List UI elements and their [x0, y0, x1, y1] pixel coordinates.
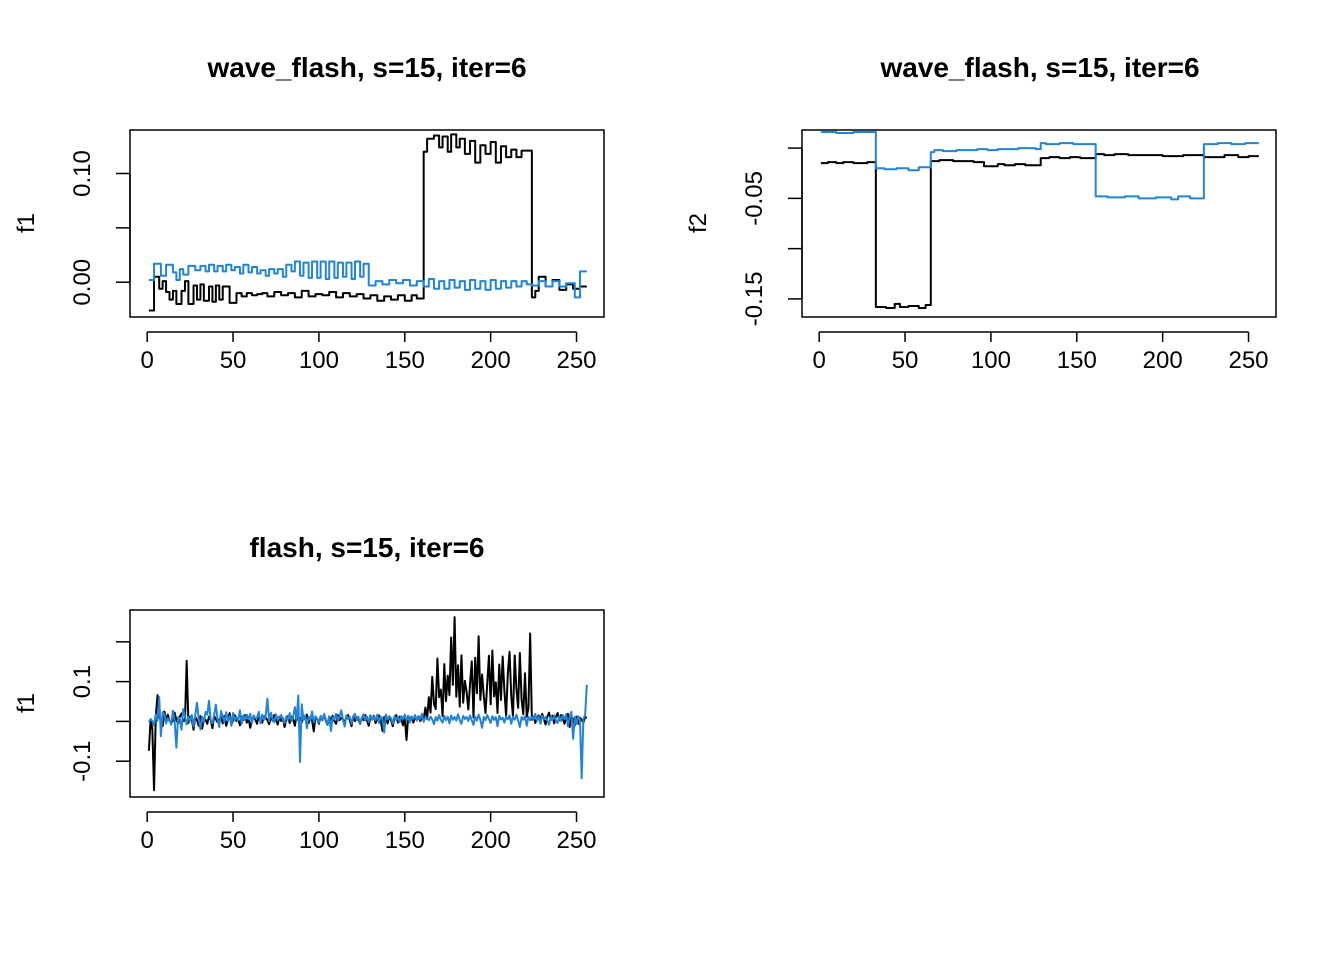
panel-3-plot-frame — [129, 609, 605, 798]
panel-1-x-tick-label: 250 — [556, 347, 596, 374]
panel-3-x-tick-label: 0 — [140, 827, 153, 854]
panel-2-y-tick-label: -0.05 — [741, 171, 768, 226]
panel-1-x-tick-label: 150 — [385, 347, 425, 374]
panel-2-x-tick-label: 150 — [1057, 347, 1097, 374]
panel-3-series-layer — [147, 616, 588, 792]
panel-2-x-axis: 0 50 100 150 200 250 — [812, 331, 1269, 374]
panel-1-y-tick-label: 0.00 — [69, 259, 96, 306]
panel-3-x-tick-label: 50 — [220, 827, 247, 854]
panel-2-series-layer — [820, 131, 1259, 309]
panel-2-x-tick-label: 0 — [812, 347, 825, 374]
panel-3-y-axis: -0.1 0.1 — [69, 641, 131, 782]
panel-3-y-axis-title: f1 — [13, 693, 40, 713]
panel-1-x-axis: 0 50 100 150 200 250 — [140, 331, 597, 374]
panel-2-x-tick-label: 250 — [1228, 347, 1268, 374]
panel-3-title: flash, s=15, iter=6 — [249, 532, 484, 563]
panel-1-y-tick-label: 0.10 — [69, 150, 96, 197]
panel-2-x-tick-label: 50 — [892, 347, 919, 374]
panel-2-x-tick-label: 200 — [1143, 347, 1183, 374]
panel-1-series-layer — [148, 133, 587, 312]
panel-3-x-axis: 0 50 100 150 200 250 — [140, 811, 597, 854]
panel-3-series-black-line — [147, 616, 588, 792]
panel-1-x-tick-label: 200 — [471, 347, 511, 374]
panel-2-series-blue-line — [820, 131, 1259, 201]
panel-2-y-tick-label: -0.15 — [741, 272, 768, 327]
panel-1: wave_flash, s=15, iter=6 f1 0 50 100 150 200… — [13, 52, 605, 374]
panel-2-y-axis: -0.15 -0.05 — [741, 147, 803, 327]
panel-1-series-blue-line — [148, 260, 587, 299]
panel-2-series-black-line — [820, 153, 1259, 309]
panel-3-x-tick-label: 100 — [299, 827, 339, 854]
panel-1-x-tick-label: 100 — [299, 347, 339, 374]
panel-3-y-tick-label: -0.1 — [69, 741, 96, 782]
panel-3-y-tick-label: 0.1 — [69, 665, 96, 698]
panel-1-y-axis-title: f1 — [13, 213, 40, 233]
panel-3-x-tick-label: 250 — [556, 827, 596, 854]
panel-2-x-tick-label: 100 — [971, 347, 1011, 374]
panel-3-x-tick-label: 150 — [385, 827, 425, 854]
panel-2-y-axis-title: f2 — [685, 213, 712, 233]
panel-3-series-blue-line — [148, 684, 588, 780]
panel-1-series-black-line — [148, 133, 587, 312]
panel-1-x-tick-label: 50 — [220, 347, 247, 374]
panel-3: flash, s=15, iter=6 f1 0 50 100 150 200 250 -… — [13, 532, 605, 854]
panel-2-title: wave_flash, s=15, iter=6 — [879, 52, 1199, 83]
panel-1-x-tick-label: 0 — [140, 347, 153, 374]
panel-1-title: wave_flash, s=15, iter=6 — [206, 52, 526, 83]
panel-3-x-tick-label: 200 — [471, 827, 511, 854]
panel-1-y-axis: 0.00 0.10 — [69, 150, 131, 306]
panel-2: wave_flash, s=15, iter=6 f2 0 50 100 150 200… — [685, 52, 1277, 374]
